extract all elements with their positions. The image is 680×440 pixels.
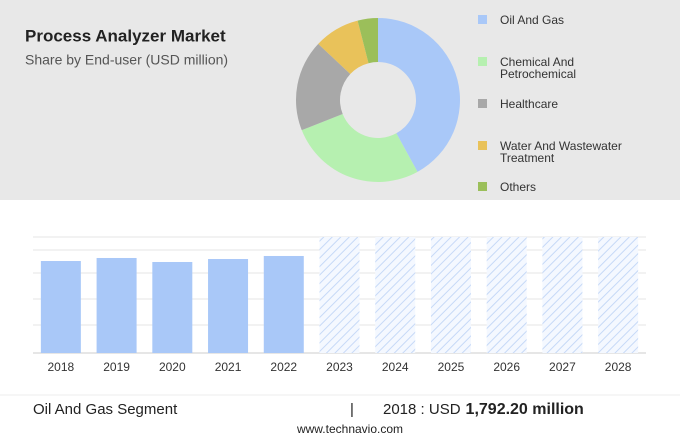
forecast-bar — [598, 237, 639, 353]
segment-value: 2018 : USD 1,792.20 million — [383, 401, 584, 418]
forecast-bar — [430, 237, 471, 353]
legend-item: Others — [478, 181, 628, 193]
legend-label: Water And Wastewater Treatment — [500, 139, 622, 165]
value: 1,792.20 million — [466, 401, 584, 418]
legend-swatch — [478, 15, 487, 24]
separator: | — [350, 401, 354, 418]
x-tick-label: 2024 — [382, 360, 409, 374]
legend-item: Oil And Gas — [478, 14, 628, 26]
x-tick-label: 2023 — [326, 360, 353, 374]
legend-item: Healthcare — [478, 98, 628, 110]
x-tick-label: 2022 — [270, 360, 297, 374]
bar — [40, 261, 81, 353]
x-tick-label: 2018 — [48, 360, 75, 374]
bar — [96, 257, 137, 353]
legend-label: Chemical And Petrochemical — [500, 55, 577, 81]
legend-item: Chemical And Petrochemical — [478, 56, 628, 80]
x-tick-label: 2027 — [549, 360, 576, 374]
segment-label: Oil And Gas Segment — [33, 401, 178, 418]
forecast-bar — [319, 237, 360, 353]
title: Process Analyzer Market — [25, 26, 226, 45]
subtitle: Share by End-user (USD million) — [25, 52, 228, 68]
legend-swatch — [478, 57, 487, 66]
forecast-bar — [375, 237, 416, 353]
legend-swatch — [478, 182, 487, 191]
legend-label: Oil And Gas — [500, 13, 565, 27]
legend-label: Healthcare — [500, 97, 559, 111]
bar — [263, 255, 304, 353]
legend-label: Others — [500, 180, 537, 194]
donut-slice — [301, 113, 418, 182]
source: www.technavio.com — [296, 422, 403, 436]
legend-swatch — [478, 99, 487, 108]
year-label: 2018 : USD — [383, 401, 461, 418]
donut-slice — [378, 18, 460, 172]
x-tick-label: 2025 — [438, 360, 465, 374]
legend-item: Water And Wastewater Treatment — [478, 140, 628, 164]
donut-slice — [296, 43, 351, 131]
forecast-bar — [542, 237, 583, 353]
bar — [152, 261, 193, 353]
x-tick-label: 2020 — [159, 360, 186, 374]
x-tick-label: 2019 — [103, 360, 130, 374]
donut-slice — [318, 20, 369, 74]
legend-swatch — [478, 141, 487, 150]
x-tick-label: 2026 — [493, 360, 520, 374]
x-tick-label: 2021 — [215, 360, 242, 374]
bar — [208, 259, 249, 353]
x-tick-label: 2028 — [605, 360, 632, 374]
donut-slice — [357, 18, 378, 64]
forecast-bar — [486, 237, 527, 353]
